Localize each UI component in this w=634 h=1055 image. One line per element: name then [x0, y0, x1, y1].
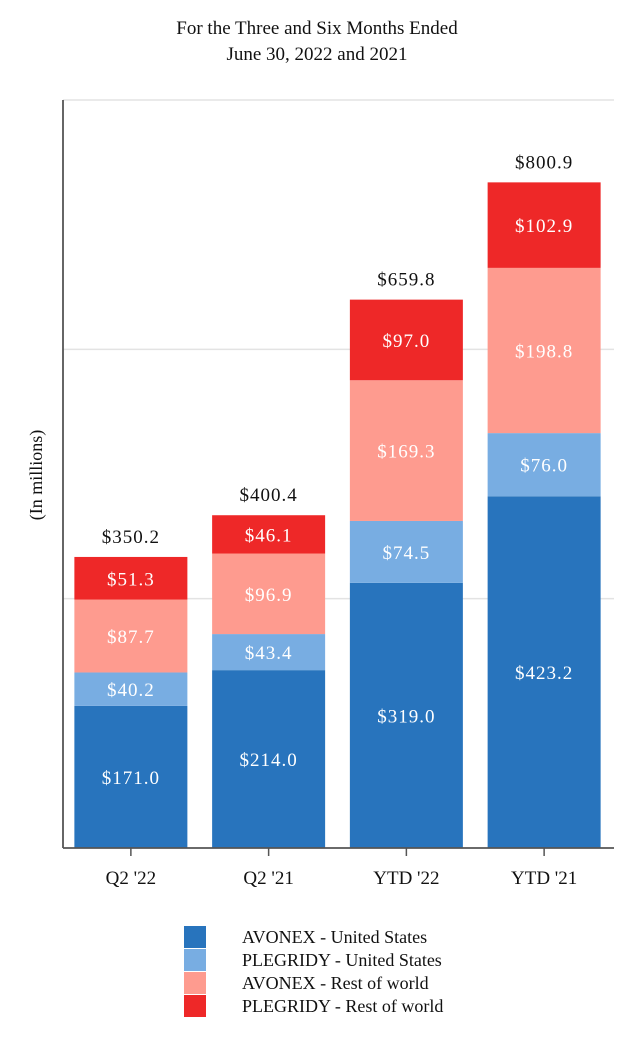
- bar-segment-3-1: [487, 433, 601, 497]
- bar-segment-2-0: [349, 582, 463, 848]
- segment-value-label: $46.1: [245, 525, 293, 546]
- segment-value-label: $97.0: [383, 331, 431, 352]
- segment-value-label: $51.3: [107, 569, 155, 590]
- legend-swatch-0: [184, 926, 206, 948]
- legend-label-0: AVONEX - United States: [242, 927, 427, 947]
- bar-segment-3-0: [487, 496, 601, 848]
- legend: AVONEX - United States PLEGRIDY - United …: [184, 926, 443, 1017]
- legend-swatch-3: [184, 995, 206, 1017]
- legend-label-2: AVONEX - Rest of world: [242, 973, 429, 993]
- segment-value-label: $171.0: [102, 768, 160, 789]
- bar-segment-1-2: [212, 553, 326, 635]
- segment-value-label: $102.9: [515, 216, 573, 237]
- bar-segment-3-3: [487, 182, 601, 268]
- bar-total-label: $350.2: [102, 527, 160, 548]
- x-tick-label: Q2 '22: [106, 868, 156, 889]
- chart-subtitle: June 30, 2022 and 2021: [226, 44, 407, 65]
- bar-segment-2-3: [349, 299, 463, 381]
- bar-segment-1-3: [212, 515, 326, 554]
- axes: Q2 '22 Q2 '21 YTD '22 YTD '21: [62, 100, 614, 889]
- legend-swatch-2: [184, 972, 206, 994]
- bar-total-label: $659.8: [377, 270, 435, 291]
- x-tick-label: YTD '22: [373, 868, 439, 889]
- segment-value-label: $169.3: [377, 442, 435, 463]
- bar-total-label: $800.9: [515, 152, 573, 173]
- segment-value-label: $87.7: [107, 627, 155, 648]
- bar-segment-0-0: [74, 705, 188, 848]
- bars: $171.0 $40.2 $87.7 $51.3 $350.2 $214.0 $43.4 $9…: [74, 152, 601, 848]
- bar-segment-2-1: [349, 520, 463, 583]
- legend-swatch-1: [184, 949, 206, 971]
- bar-segment-0-1: [74, 672, 188, 706]
- segment-value-label: $96.9: [245, 585, 293, 606]
- segment-value-label: $423.2: [515, 663, 573, 684]
- x-tick-label: Q2 '21: [243, 868, 293, 889]
- bar-segment-1-0: [212, 670, 326, 848]
- segment-value-label: $214.0: [240, 750, 298, 771]
- bar-segment-0-3: [74, 556, 188, 600]
- segment-value-label: $74.5: [383, 543, 431, 564]
- segment-value-label: $198.8: [515, 341, 573, 362]
- segment-value-label: $43.4: [245, 643, 293, 664]
- x-tick-label: YTD '21: [511, 868, 577, 889]
- segment-value-label: $76.0: [520, 456, 568, 477]
- bar-total-label: $400.4: [240, 485, 298, 506]
- segment-value-label: $40.2: [107, 680, 155, 701]
- legend-label-1: PLEGRIDY - United States: [242, 950, 442, 970]
- bar-segment-1-1: [212, 634, 326, 671]
- chart-title: For the Three and Six Months Ended: [176, 18, 458, 39]
- legend-label-3: PLEGRIDY - Rest of world: [242, 996, 443, 1016]
- segment-value-label: $319.0: [377, 706, 435, 727]
- y-axis-label: (In millions): [26, 430, 47, 521]
- bar-segment-0-2: [74, 599, 188, 673]
- bar-segment-2-2: [349, 380, 463, 521]
- bar-segment-3-2: [487, 267, 601, 434]
